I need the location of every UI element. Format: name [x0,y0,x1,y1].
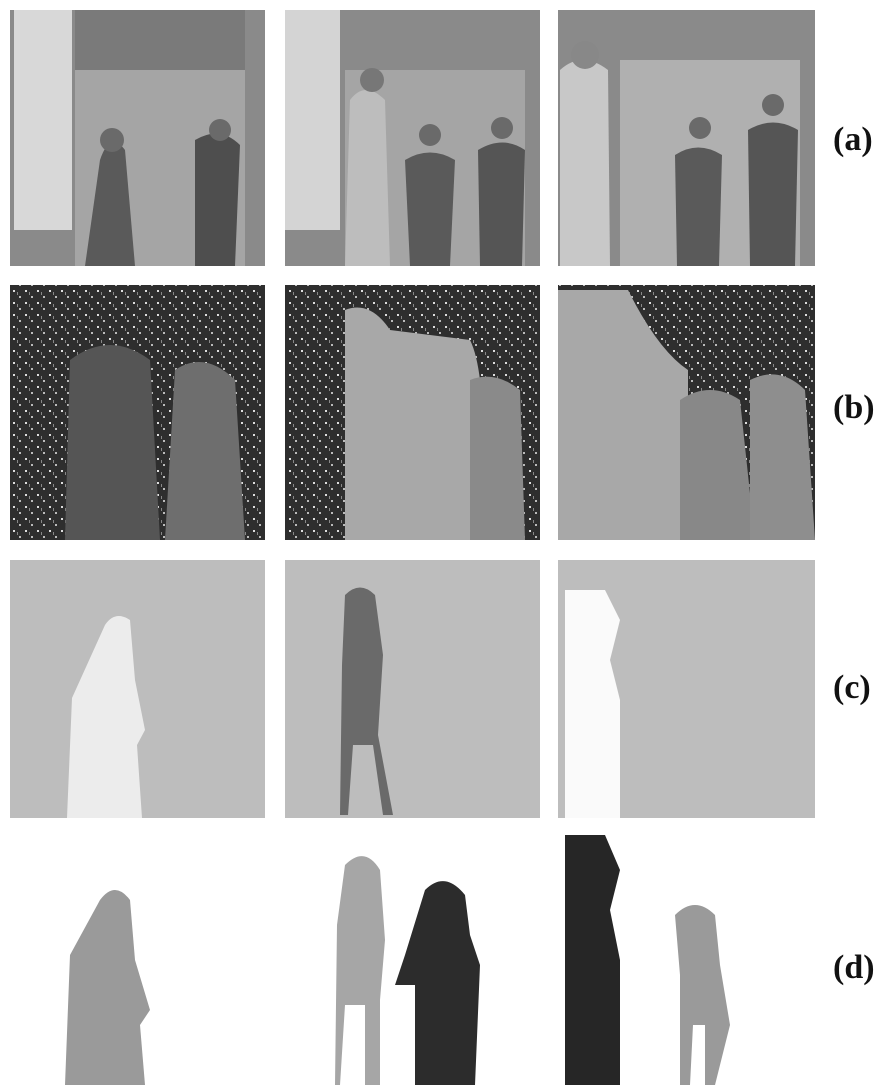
row-b-images [10,285,815,540]
row-c-images [10,560,815,818]
foreground-mask [285,560,540,818]
foreground-mask [10,560,265,818]
row-a-images [10,10,815,266]
row-d-images [65,835,730,1085]
object-mask [565,835,620,1085]
object-mask [335,856,385,1085]
row-label: (c) [833,669,871,706]
object-mask [395,881,480,1085]
segmentation-image [10,285,265,540]
photo [558,10,815,266]
object-mask [675,905,730,1085]
object-mask [65,890,150,1085]
row-label: (a) [833,121,873,158]
segmentation-image [558,285,815,540]
foreground-mask [558,560,815,818]
photo [285,10,540,266]
segmentation-image [285,285,540,540]
row-label: (b) [833,389,875,426]
row-label: (d) [833,949,875,986]
photo [10,10,265,266]
